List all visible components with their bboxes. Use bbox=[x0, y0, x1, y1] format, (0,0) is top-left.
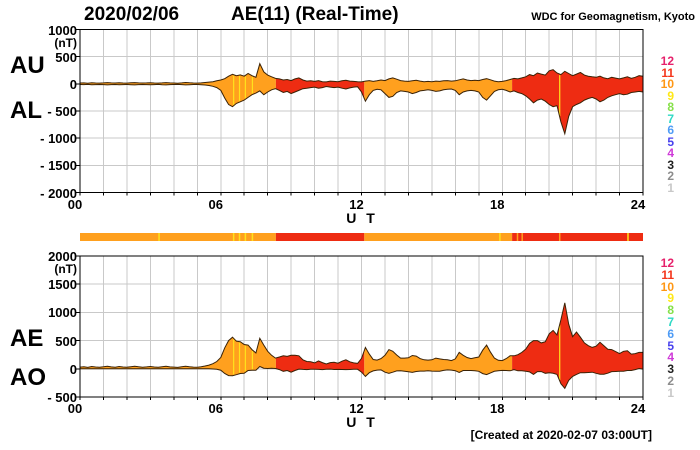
ytick-label: 500 bbox=[55, 333, 77, 349]
ytick-label: - 500 bbox=[47, 390, 77, 405]
ytick-label: 1500 bbox=[48, 277, 77, 293]
xtick-label: 12 bbox=[349, 196, 364, 212]
ytick-label: 1000 bbox=[48, 22, 77, 38]
xtick-label: 00 bbox=[67, 401, 83, 416]
ytick-label: 500 bbox=[55, 49, 77, 65]
created-at-label: [Created at 2020-02-07 03:00UT] bbox=[470, 428, 652, 442]
legend-count-6: 6 bbox=[667, 123, 674, 137]
plot-source: WDC for Geomagnetism, Kyoto bbox=[531, 11, 695, 23]
ytick-label: - 2000 bbox=[40, 185, 77, 201]
legend-count-3: 3 bbox=[667, 157, 674, 172]
legend-count-2: 2 bbox=[667, 169, 674, 183]
ytick-label: 2000 bbox=[48, 249, 77, 264]
plot-title: AE(11) (Real-Time) bbox=[231, 4, 399, 25]
legend-count-6: 6 bbox=[667, 326, 674, 341]
xtick-label: 06 bbox=[208, 401, 223, 416]
legend-count-2: 2 bbox=[667, 374, 674, 388]
ytick-label: - 1500 bbox=[40, 158, 77, 174]
xtick-label: 06 bbox=[208, 196, 223, 212]
legend-count-10: 10 bbox=[660, 279, 674, 294]
legend-count-12: 12 bbox=[660, 54, 674, 68]
legend-count-3: 3 bbox=[667, 362, 674, 377]
xtick-label: 24 bbox=[630, 401, 646, 416]
legend-count-8: 8 bbox=[667, 303, 674, 318]
y-unit-label: (nT) bbox=[54, 262, 77, 276]
axis-label-ao: AO bbox=[10, 364, 46, 391]
ytick-label: - 1000 bbox=[40, 131, 77, 147]
legend-count-12: 12 bbox=[660, 256, 674, 270]
legend-count-5: 5 bbox=[667, 338, 674, 353]
axis-label-au: AU bbox=[10, 52, 45, 79]
legend-count-5: 5 bbox=[667, 134, 674, 149]
y-unit-label: (nT) bbox=[54, 35, 77, 50]
xtick-label: 24 bbox=[630, 196, 646, 212]
ytick-label: - 500 bbox=[47, 104, 77, 119]
xtick-label: 18 bbox=[490, 401, 505, 416]
ytick-label: 1000 bbox=[48, 305, 77, 321]
legend-count-8: 8 bbox=[667, 100, 674, 114]
legend-count-11: 11 bbox=[661, 267, 674, 282]
legend-count-1: 1 bbox=[667, 180, 674, 195]
xtick-label: 00 bbox=[67, 196, 83, 212]
xtick-label: 18 bbox=[490, 196, 505, 212]
legend-count-7: 7 bbox=[667, 111, 674, 126]
ytick-label: 0 bbox=[69, 76, 77, 92]
x-axis-title: U T bbox=[346, 209, 378, 226]
legend-count-4: 4 bbox=[667, 146, 674, 160]
legend-count-4: 4 bbox=[667, 350, 674, 365]
legend-count-1: 1 bbox=[667, 385, 674, 400]
x-axis-title: U T bbox=[346, 414, 378, 430]
axis-label-ae: AE bbox=[10, 325, 44, 352]
plot-date: 2020/02/06 bbox=[84, 4, 180, 25]
ytick-label: 0 bbox=[69, 361, 77, 377]
legend-count-9: 9 bbox=[667, 88, 674, 103]
xtick-label: 12 bbox=[349, 401, 364, 416]
axis-label-al: AL bbox=[10, 97, 42, 124]
legend-count-11: 11 bbox=[661, 65, 674, 80]
legend-count-10: 10 bbox=[660, 77, 674, 91]
legend-count-7: 7 bbox=[667, 315, 674, 329]
legend-count-9: 9 bbox=[667, 291, 674, 306]
